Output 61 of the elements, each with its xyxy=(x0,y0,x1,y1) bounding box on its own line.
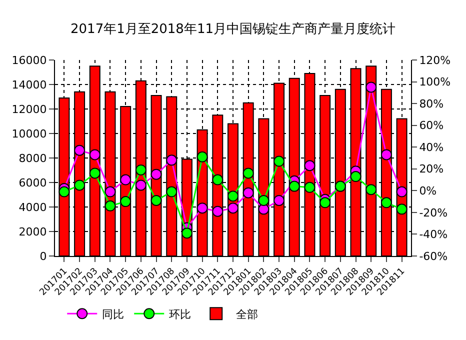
y2-tick-label: 100% xyxy=(419,76,451,89)
y-tick-label: 2000 xyxy=(18,225,47,238)
point xyxy=(320,197,331,208)
point xyxy=(166,154,178,166)
point xyxy=(380,149,392,160)
point xyxy=(181,228,192,239)
point xyxy=(350,171,362,182)
legend-label: 环比 xyxy=(169,308,192,321)
point xyxy=(212,174,224,186)
point xyxy=(396,186,408,198)
point xyxy=(166,186,178,198)
y2-tick-label: 40% xyxy=(419,140,444,154)
y2-tick-label: -20% xyxy=(419,206,448,220)
point xyxy=(380,197,392,208)
y-tick-label: 4000 xyxy=(18,200,47,214)
y2-tick-label: 60% xyxy=(419,119,444,132)
point xyxy=(274,194,285,206)
point xyxy=(212,206,224,217)
point xyxy=(89,168,100,179)
point xyxy=(242,168,254,179)
point xyxy=(150,168,162,180)
point xyxy=(196,151,208,162)
point xyxy=(242,187,254,198)
point xyxy=(104,186,116,198)
point xyxy=(288,180,300,192)
y-tick-label: 0 xyxy=(40,250,47,263)
point xyxy=(135,164,146,176)
point xyxy=(396,204,408,215)
y2-tick-label: 80% xyxy=(419,97,444,110)
point xyxy=(228,190,238,202)
point xyxy=(74,180,86,191)
y2-tick-label: 0% xyxy=(419,184,437,198)
y-tick-label: 16000 xyxy=(12,54,47,67)
legend-label: 全部 xyxy=(236,308,258,321)
point xyxy=(150,194,162,206)
y-tick-label: 12000 xyxy=(12,102,47,116)
y-tick-label: 10000 xyxy=(12,127,47,140)
point xyxy=(366,184,377,196)
point xyxy=(366,82,377,93)
chart-title: 2017年1月至2018年11月中国锡锭生产商产量月度统计 xyxy=(70,20,396,37)
point xyxy=(74,144,86,156)
point xyxy=(135,180,146,191)
legend-label: 同比 xyxy=(102,308,124,321)
point xyxy=(120,196,132,208)
point xyxy=(58,186,70,198)
point xyxy=(104,200,116,212)
point xyxy=(196,202,208,214)
y-tick-label: 14000 xyxy=(12,78,47,92)
y2-tick-label: 120% xyxy=(419,54,451,67)
point xyxy=(228,202,238,214)
point xyxy=(274,156,285,167)
point xyxy=(258,194,270,206)
point xyxy=(120,174,132,186)
point xyxy=(89,149,100,160)
y-tick-label: 8000 xyxy=(18,152,47,165)
y2-tick-label: -60% xyxy=(419,250,448,263)
y2-tick-label: 20% xyxy=(419,162,444,176)
y2-tick-label: -40% xyxy=(419,228,448,242)
point xyxy=(304,182,316,193)
point xyxy=(304,160,316,172)
y-tick-label: 6000 xyxy=(18,176,47,190)
